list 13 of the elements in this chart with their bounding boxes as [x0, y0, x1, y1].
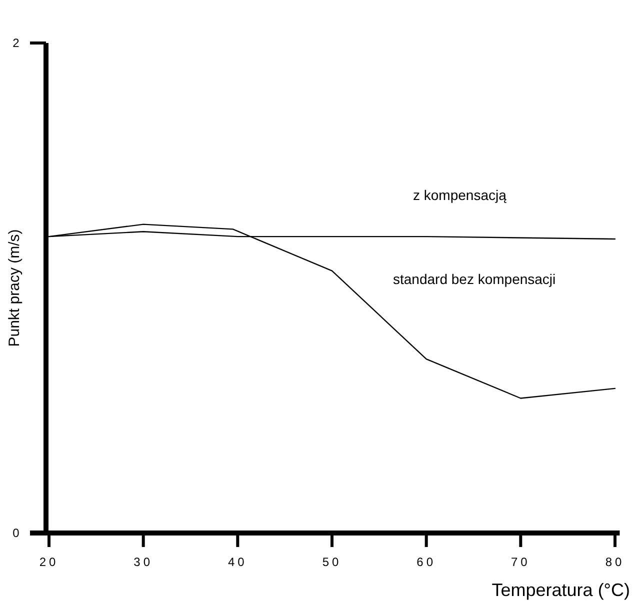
x-axis-title: Temperatura (°C) — [492, 580, 630, 600]
y-axis-title: Punkt pracy (m/s) — [6, 229, 23, 347]
x-tick-label: 40 — [228, 555, 248, 569]
y-tick-label: 2 — [12, 36, 20, 50]
x-tick-label: 30 — [134, 555, 154, 569]
y-tick-label: 0 — [12, 526, 20, 540]
text: standard bez kompensacji — [393, 271, 556, 287]
x-tick-label: 70 — [510, 555, 530, 569]
x-tick-label: 60 — [416, 555, 436, 569]
x-tick-label: 80 — [605, 555, 625, 569]
x-tick-label: 50 — [322, 555, 342, 569]
x-tick-label: 20 — [39, 555, 59, 569]
text: z kompensacją — [413, 187, 507, 203]
